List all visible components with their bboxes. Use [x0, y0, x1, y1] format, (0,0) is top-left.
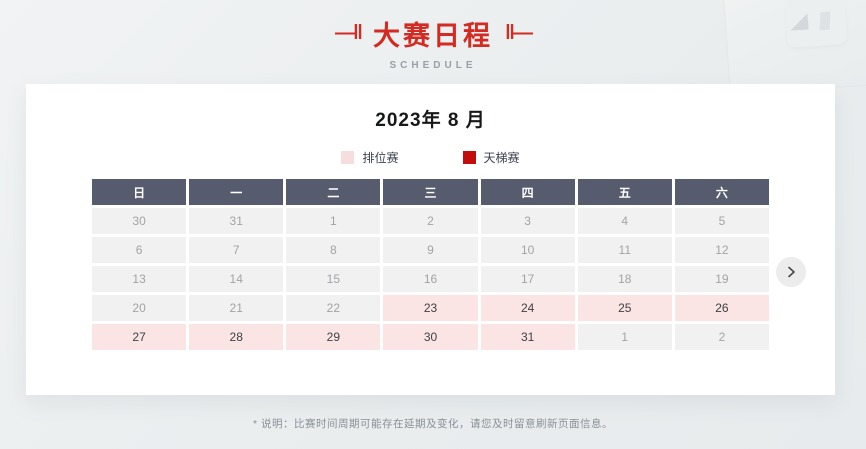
legend-label: 排位赛: [362, 151, 399, 165]
calendar-day-2: 2: [674, 324, 769, 350]
calendar-day-12: 12: [674, 237, 769, 263]
calendar-day-17: 17: [480, 266, 575, 292]
legend-swatch-icon: [462, 151, 476, 164]
next-month-button[interactable]: [776, 257, 806, 287]
weekday-header-cell: 日: [92, 179, 187, 205]
calendar-day-27: 27: [92, 324, 187, 350]
calendar-day-28: 28: [189, 324, 284, 350]
calendar-day-19: 19: [674, 266, 769, 292]
weekday-header-cell: 一: [189, 179, 284, 205]
calendar-day-5: 5: [674, 208, 769, 234]
calendar-table: 日一二三四五六 30 31 1 2 3 4 5 6 7 8 9 10 11 12 13 14 15 16 17 18 1…: [92, 179, 769, 350]
legend-swatch-icon: [341, 151, 355, 164]
calendar-day-3: 3: [480, 208, 575, 234]
calendar-day-7: 7: [189, 237, 284, 263]
calendar-day-20: 20: [92, 295, 187, 321]
calendar-day-6: 6: [92, 237, 187, 263]
calendar-day-31: 31: [189, 208, 284, 234]
calendar-day-25: 25: [577, 295, 672, 321]
schedule-card: 2023年 8 月 排位赛 天梯赛 日一二三四五六 30 31 1 2 3 4 5 6 7 8 9 10…: [26, 84, 835, 395]
weekday-header-cell: 二: [286, 179, 381, 205]
calendar-day-10: 10: [480, 237, 575, 263]
calendar-day-1: 1: [286, 208, 381, 234]
calendar-day-8: 8: [286, 237, 381, 263]
calendar-day-21: 21: [189, 295, 284, 321]
calendar-day-30: 30: [92, 208, 187, 234]
calendar-day-22: 22: [286, 295, 381, 321]
legend: 排位赛 天梯赛: [26, 149, 835, 166]
calendar-day-26: 26: [674, 295, 769, 321]
calendar-day-1: 1: [577, 324, 672, 350]
date-grid: 30 31 1 2 3 4 5 6 7 8 9 10 11 12 13 14 15 16 17 18 19 20 21 22 2…: [92, 208, 769, 350]
title-decor-left: —‖: [335, 22, 363, 44]
weekday-header-row: 日一二三四五六: [92, 179, 769, 205]
weekday-header-cell: 六: [674, 179, 769, 205]
calendar-day-16: 16: [383, 266, 478, 292]
calendar-day-14: 14: [189, 266, 284, 292]
calendar-day-29: 29: [286, 324, 381, 350]
calendar-day-11: 11: [577, 237, 672, 263]
calendar-day-13: 13: [92, 266, 187, 292]
title-decor-right: ‖—: [505, 22, 533, 44]
calendar-day-9: 9: [383, 237, 478, 263]
legend-label: 天梯赛: [483, 151, 520, 165]
weekday-header-cell: 五: [577, 179, 672, 205]
calendar-day-2: 2: [383, 208, 478, 234]
calendar-day-24: 24: [480, 295, 575, 321]
chevron-right-icon: [785, 266, 797, 278]
calendar-day-4: 4: [577, 208, 672, 234]
calendar-day-31: 31: [480, 324, 575, 350]
calendar-day-18: 18: [577, 266, 672, 292]
page-header: —‖ 大赛日程 ‖— SCHEDULE: [0, 14, 866, 71]
schedule-footnote: * 说明：比赛时间周期可能存在延期及变化，请您及时留意刷新页面信息。: [252, 418, 613, 430]
weekday-header-cell: 四: [480, 179, 575, 205]
legend-item: 排位赛: [341, 149, 399, 166]
calendar-day-15: 15: [286, 266, 381, 292]
calendar-day-30: 30: [383, 324, 478, 350]
weekday-header-cell: 三: [383, 179, 478, 205]
month-title: 2023年 8 月: [375, 110, 486, 131]
page-title: 大赛日程: [373, 21, 493, 51]
legend-item: 天梯赛: [462, 149, 520, 166]
calendar-day-23: 23: [383, 295, 478, 321]
page-subtitle: SCHEDULE: [389, 60, 477, 71]
